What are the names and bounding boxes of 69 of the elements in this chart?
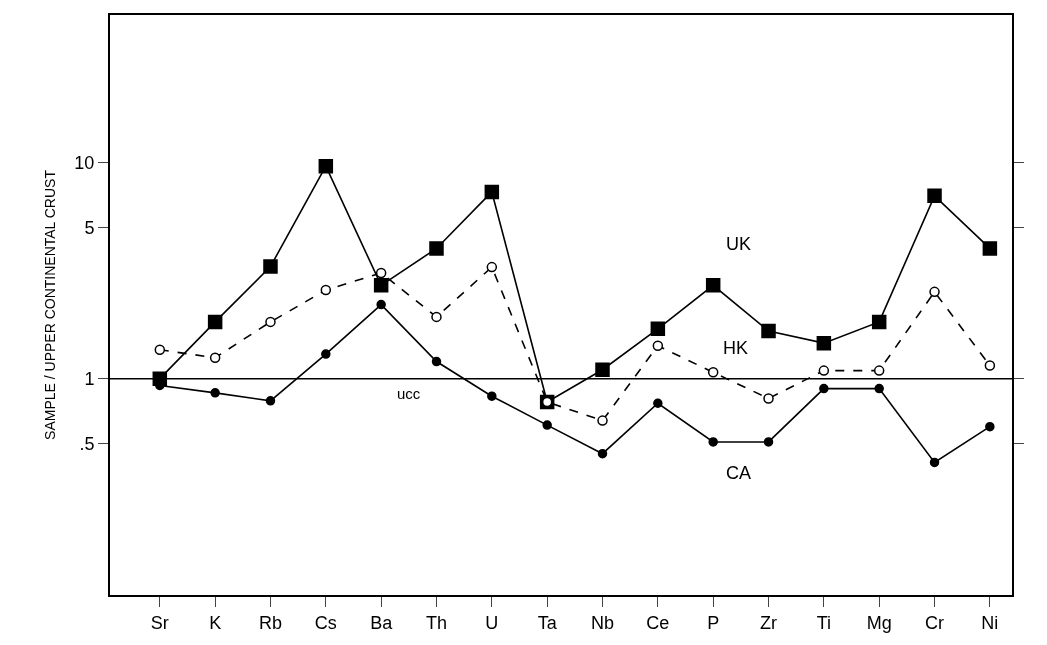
point bbox=[207, 314, 223, 330]
x-tick-label: Sr bbox=[150, 612, 169, 633]
point bbox=[431, 311, 442, 323]
point bbox=[707, 367, 719, 378]
point bbox=[873, 365, 885, 376]
point bbox=[486, 261, 498, 273]
x-tick-label: U bbox=[485, 612, 499, 633]
x-tick-label: P bbox=[707, 612, 720, 633]
point bbox=[763, 393, 774, 404]
point bbox=[652, 340, 664, 351]
point bbox=[154, 344, 166, 356]
point bbox=[597, 448, 608, 459]
y-tick-label: 5 bbox=[84, 217, 95, 238]
point bbox=[265, 316, 276, 328]
point bbox=[818, 365, 830, 376]
point bbox=[982, 241, 998, 256]
point bbox=[431, 356, 442, 367]
x-tick-label: Mg bbox=[866, 612, 892, 633]
point bbox=[265, 396, 276, 406]
point bbox=[929, 457, 940, 468]
x-tick-label: Zr bbox=[760, 612, 778, 633]
point bbox=[321, 349, 331, 359]
point bbox=[871, 314, 887, 330]
series-label: HK bbox=[723, 338, 749, 358]
point bbox=[874, 383, 884, 394]
series-label: CA bbox=[726, 463, 752, 483]
x-tick-label: Nb bbox=[590, 612, 615, 633]
x-tick-label: Th bbox=[425, 612, 447, 633]
point bbox=[484, 184, 500, 200]
point bbox=[542, 420, 552, 430]
ref-line-label: ucc bbox=[397, 385, 421, 402]
point bbox=[320, 284, 332, 296]
series-label: UK bbox=[726, 234, 752, 254]
point bbox=[263, 259, 278, 274]
point bbox=[929, 286, 940, 298]
point bbox=[487, 391, 497, 401]
point bbox=[927, 188, 942, 204]
point bbox=[376, 299, 386, 310]
point bbox=[373, 278, 389, 293]
x-tick-label: Ce bbox=[646, 612, 670, 633]
x-tick-label: Ba bbox=[370, 612, 394, 633]
x-tick-label: Ta bbox=[537, 612, 558, 633]
point bbox=[705, 278, 721, 293]
point bbox=[761, 323, 776, 339]
point bbox=[318, 158, 334, 174]
point bbox=[597, 415, 608, 426]
x-tick-label: Ni bbox=[981, 612, 999, 633]
y-tick-label: 1 bbox=[84, 368, 95, 389]
point bbox=[653, 398, 663, 408]
point bbox=[819, 383, 829, 394]
point bbox=[763, 437, 774, 447]
x-tick-label: Cs bbox=[314, 612, 337, 633]
x-tick-label: Cr bbox=[925, 612, 945, 633]
point bbox=[650, 321, 666, 337]
y-tick-label: .5 bbox=[79, 434, 95, 455]
y-tick-label: 10 bbox=[74, 152, 95, 173]
y-axis-title: SAMPLE / UPPER CONTINENTAL CRUST bbox=[42, 169, 59, 440]
point bbox=[429, 241, 444, 256]
point bbox=[816, 335, 832, 351]
point bbox=[984, 360, 996, 371]
point bbox=[375, 267, 387, 279]
point bbox=[595, 362, 610, 377]
point bbox=[708, 437, 718, 447]
point bbox=[985, 421, 995, 432]
point bbox=[209, 352, 221, 363]
x-tick-label: K bbox=[209, 612, 222, 633]
x-tick-label: Ti bbox=[816, 612, 832, 633]
point bbox=[210, 388, 220, 398]
x-tick-label: Rb bbox=[258, 612, 282, 633]
